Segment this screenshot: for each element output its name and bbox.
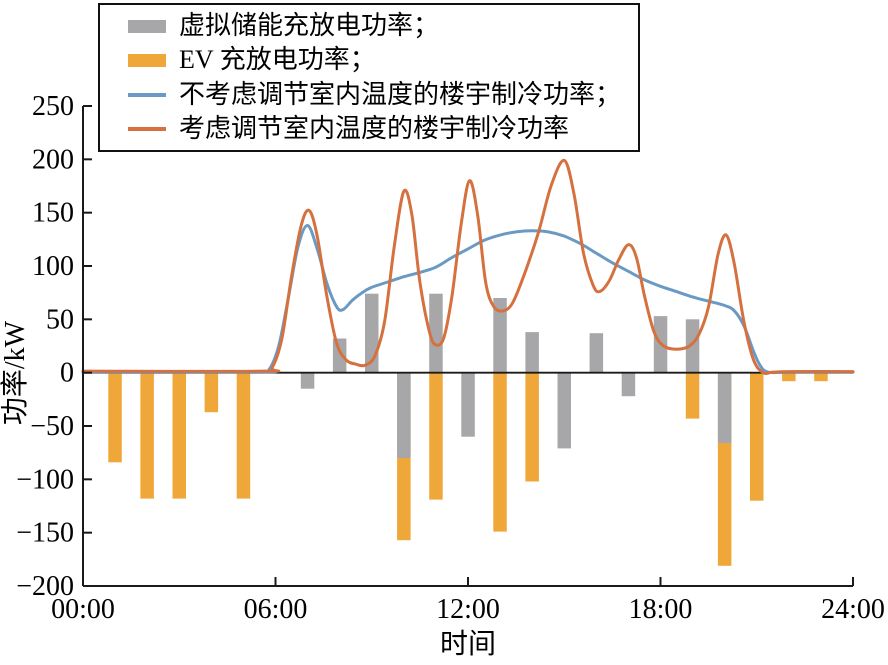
bar-storage	[589, 333, 604, 373]
bar-ev	[525, 372, 539, 482]
bar-storage	[461, 372, 475, 437]
y-tick-label: 200	[32, 144, 74, 175]
bar-storage	[300, 372, 315, 389]
legend-label-no-temp-adjust: 不考虑调节室内温度的楼宇制冷功率；	[179, 79, 622, 109]
bar-storage	[525, 332, 539, 373]
bar-ev	[172, 372, 186, 499]
bar-ev	[493, 372, 507, 532]
legend-label-virtual-storage: 虚拟储能充放电功率；	[179, 11, 440, 41]
lines-layer	[81, 158, 855, 375]
x-tick-label: 00:00	[51, 594, 115, 625]
bar-storage	[621, 372, 636, 397]
bar-storage	[493, 298, 507, 373]
y-axis-title: 功率/kW	[0, 320, 31, 425]
bar-storage	[685, 319, 700, 373]
y-tick-label: 100	[32, 251, 74, 282]
bar-ev	[685, 372, 700, 419]
bar-storage	[332, 338, 347, 373]
bar-ev	[782, 372, 796, 382]
bar-storage	[557, 372, 571, 449]
y-tick-label: −200	[16, 571, 74, 602]
line-adjust	[81, 158, 855, 375]
y-tick-label: 50	[46, 304, 74, 335]
bar-storage	[397, 372, 411, 458]
x-tick-label: 18:00	[629, 594, 693, 625]
legend-item-no-temp-adjust: 不考虑调节室内温度的楼宇制冷功率；	[128, 79, 634, 109]
bars-layer	[108, 293, 828, 566]
bar-ev	[204, 372, 219, 413]
bar-storage	[429, 293, 443, 373]
bar-ev	[750, 372, 764, 501]
legend-swatch-blue-line-icon	[128, 92, 166, 97]
bar-ev	[236, 372, 251, 499]
bar-ev	[814, 372, 828, 382]
x-tick-label: 24:00	[821, 594, 885, 625]
legend-label-ev: EV 充放电功率；	[179, 45, 376, 75]
x-tick-label: 06:00	[244, 594, 308, 625]
legend: 虚拟储能充放电功率； EV 充放电功率； 不考虑调节室内温度的楼宇制冷功率； 考…	[98, 3, 640, 152]
bar-ev	[140, 372, 154, 499]
line-no_adjust	[81, 224, 855, 375]
legend-item-virtual-storage: 虚拟储能充放电功率；	[128, 13, 634, 39]
legend-swatch-storage-bar-icon	[128, 19, 166, 33]
y-tick-label: −150	[16, 518, 74, 549]
x-tick-label: 12:00	[436, 594, 500, 625]
y-tick-label: 250	[32, 91, 74, 122]
bar-ev	[108, 372, 122, 463]
ticks-layer	[82, 105, 854, 587]
legend-swatch-orange-line-icon	[128, 126, 166, 131]
legend-swatch-ev-bar-icon	[128, 53, 166, 67]
x-axis-title: 时间	[440, 628, 496, 660]
bar-storage	[717, 372, 732, 444]
bar-ev	[429, 372, 443, 500]
y-tick-label: −50	[30, 411, 74, 442]
legend-label-temp-adjust: 考虑调节室内温度的楼宇制冷功率	[179, 113, 570, 143]
legend-item-temp-adjust: 考虑调节室内温度的楼宇制冷功率	[128, 113, 634, 143]
y-tick-label: −100	[16, 464, 74, 495]
axes-layer	[82, 106, 853, 587]
y-tick-label: 0	[60, 358, 74, 389]
y-tick-label: 150	[32, 198, 74, 229]
legend-item-ev: EV 充放电功率；	[128, 47, 634, 73]
